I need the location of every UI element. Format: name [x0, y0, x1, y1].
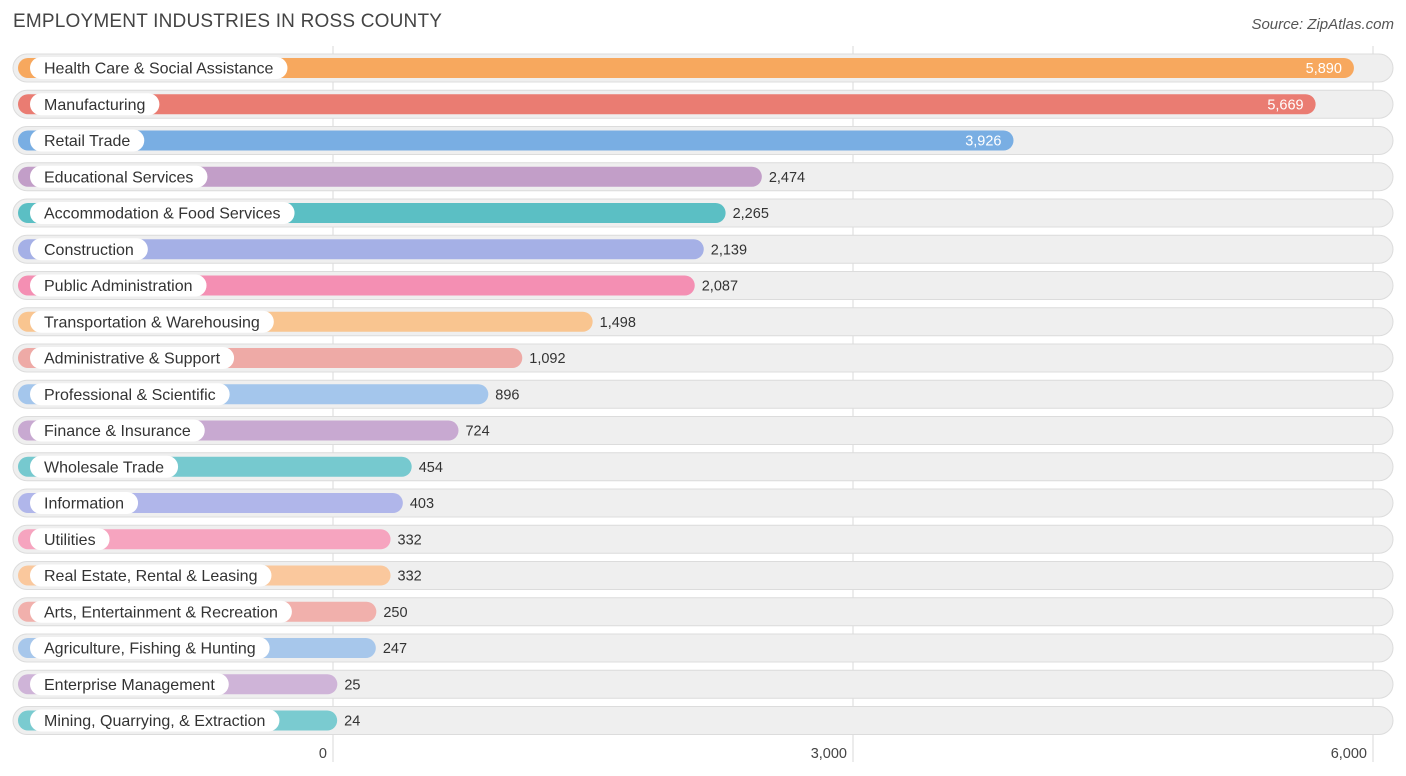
- bar-label: Arts, Entertainment & Recreation: [44, 604, 278, 621]
- bar-row: Health Care & Social Assistance 5,890: [12, 53, 1394, 83]
- bar-label: Accommodation & Food Services: [44, 206, 281, 223]
- bar-label: Real Estate, Rental & Leasing: [44, 568, 257, 585]
- bar-row: Mining, Quarrying, & Extraction 24: [12, 706, 1394, 735]
- bar-row: Utilities 332: [12, 524, 1394, 554]
- bar-value-label: 332: [398, 532, 422, 548]
- bar-label-pill: [30, 129, 145, 152]
- bar-row: Construction 2,139: [12, 234, 1394, 264]
- bar-value-label: 2,087: [702, 279, 738, 295]
- bar-label: Manufacturing: [44, 97, 145, 114]
- bar-value-label: 5,890: [1306, 61, 1342, 77]
- bar-label-pill: [30, 600, 292, 623]
- x-axis: 0 3,000 6,000: [319, 746, 1367, 762]
- bar-label: Transportation & Warehousing: [44, 314, 260, 331]
- bar-value-label: 403: [410, 496, 434, 512]
- bar-row: Transportation & Warehousing 1,498: [12, 307, 1394, 337]
- bar-label: Agriculture, Fishing & Hunting: [44, 641, 256, 658]
- bar-row: Real Estate, Rental & Leasing 332: [12, 561, 1394, 590]
- bar-label: Health Care & Social Assistance: [44, 61, 274, 78]
- bar: [18, 130, 1014, 151]
- bar-label: Retail Trade: [44, 133, 130, 150]
- bar-row: Manufacturing 5,669: [12, 89, 1394, 119]
- bar-value-label: 1,092: [529, 351, 565, 367]
- bar: [18, 239, 704, 260]
- bar-label-pill: [30, 419, 205, 442]
- bar-value-label: 2,474: [769, 170, 805, 186]
- bar-value-label: 3,926: [965, 134, 1001, 150]
- bar-value-label: 5,669: [1267, 97, 1303, 113]
- bar-label-pill: [30, 528, 110, 551]
- bar-row: Public Administration 2,087: [12, 271, 1394, 300]
- bar-value-label: 250: [383, 605, 407, 621]
- bar-label: Finance & Insurance: [44, 423, 191, 440]
- bar-label: Mining, Quarrying, & Extraction: [44, 713, 265, 730]
- bar-label: Utilities: [44, 532, 96, 549]
- bar-label-pill: [30, 383, 230, 406]
- bar-row: Agriculture, Fishing & Hunting 247: [12, 633, 1394, 663]
- bar-row: Professional & Scientific 896: [12, 379, 1394, 409]
- bar-label-pill: [30, 637, 270, 659]
- bar-label-pill: [30, 673, 229, 696]
- bar-row: Educational Services 2,474: [12, 162, 1394, 192]
- bar-label-pill: [30, 310, 274, 333]
- bar-row: Finance & Insurance 724: [12, 416, 1394, 445]
- chart-title: EMPLOYMENT INDUSTRIES IN ROSS COUNTY: [13, 11, 443, 32]
- bar-label: Information: [44, 496, 124, 513]
- bar: [18, 58, 1354, 78]
- bar-label: Wholesale Trade: [44, 459, 164, 476]
- bar-value-label: 25: [344, 677, 360, 693]
- bar-label: Construction: [44, 242, 134, 259]
- bar-label-pill: [30, 455, 179, 478]
- bar-value-label: 724: [465, 424, 489, 440]
- bar-track: [12, 669, 1394, 699]
- bar-label: Professional & Scientific: [44, 387, 216, 404]
- bar-label-pill: [30, 274, 207, 297]
- bar-label-pill: [30, 492, 139, 514]
- bar-value-label: 896: [495, 387, 519, 403]
- bar-row: Enterprise Management 25: [12, 669, 1394, 699]
- bar-track: [12, 706, 1394, 735]
- bar-value-label: 24: [344, 714, 360, 730]
- bar-row: Wholesale Trade 454: [12, 452, 1394, 482]
- bar-label: Administrative & Support: [44, 351, 221, 368]
- bar-value-label: 332: [398, 569, 422, 585]
- bar-row: Retail Trade 3,926: [12, 126, 1394, 155]
- bar-row: Information 403: [12, 488, 1394, 518]
- bar-value-label: 1,498: [600, 315, 636, 331]
- bar-row: Arts, Entertainment & Recreation 250: [12, 597, 1394, 627]
- bar-label-pill: [30, 709, 280, 732]
- bar-value-label: 247: [383, 641, 407, 657]
- bar-label-pill: [30, 202, 295, 224]
- bar-label: Enterprise Management: [44, 677, 215, 694]
- bar-value-label: 2,139: [711, 242, 747, 258]
- bar-label-pill: [30, 93, 160, 116]
- bar-value-label: 2,265: [733, 206, 769, 222]
- bar-label-pill: [30, 238, 148, 261]
- source-label: Source: ZipAtlas.com: [1251, 16, 1394, 33]
- bar-label-pill: [30, 57, 288, 79]
- bar-row: Administrative & Support 1,092: [12, 343, 1394, 373]
- bar-label-pill: [30, 347, 235, 369]
- bar-label-pill: [30, 564, 272, 587]
- bar-label: Educational Services: [44, 169, 193, 186]
- bar-label: Public Administration: [44, 278, 193, 295]
- x-tick-label: 0: [319, 746, 327, 762]
- bar-value-label: 454: [419, 460, 443, 476]
- bar-row: Accommodation & Food Services 2,265: [12, 198, 1394, 228]
- bar: [18, 94, 1316, 115]
- bar-label-pill: [30, 165, 208, 188]
- x-tick-label: 6,000: [1331, 746, 1367, 762]
- bar: [18, 529, 391, 550]
- x-tick-label: 3,000: [811, 746, 847, 762]
